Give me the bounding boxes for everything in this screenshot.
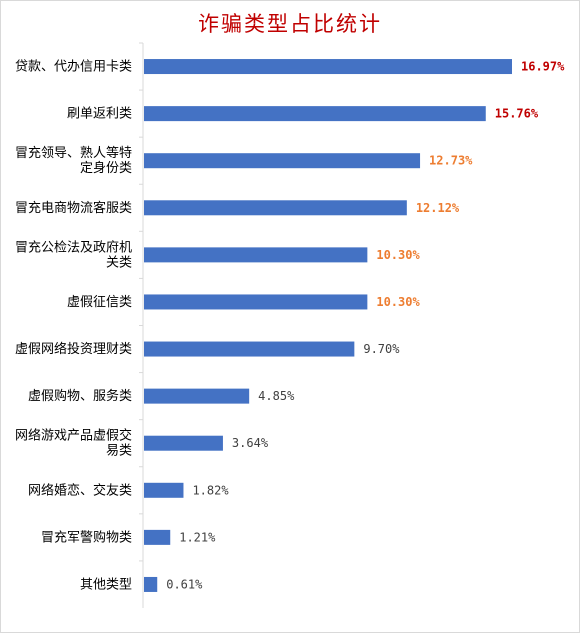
bar [144, 106, 486, 122]
category-label: 冒充公检法及政府机关类 [15, 239, 132, 270]
bar [144, 153, 421, 169]
data-label: 4.85% [258, 389, 295, 403]
data-label: 12.73% [429, 154, 473, 168]
bar [144, 482, 184, 498]
category-label: 刷单返利类 [67, 107, 132, 122]
bar [144, 247, 368, 263]
data-label: 1.21% [179, 530, 216, 544]
data-label: 15.76% [495, 107, 539, 121]
bar [144, 388, 250, 404]
data-label: 3.64% [232, 436, 269, 450]
chart-title: 诈骗类型占比统计 [198, 12, 382, 36]
data-label: 9.70% [363, 342, 400, 356]
bar [144, 529, 171, 545]
bar [144, 200, 407, 216]
bar [144, 435, 223, 451]
category-label: 冒充领导、熟人等特定身份类 [15, 145, 132, 176]
data-label: 16.97% [521, 60, 565, 74]
category-label: 冒充电商物流客服类 [15, 200, 132, 216]
bar [144, 576, 158, 592]
data-label: 0.61% [166, 577, 203, 591]
data-label: 10.30% [376, 295, 420, 309]
category-label: 虚假购物、服务类 [28, 388, 132, 404]
bar [144, 294, 368, 310]
category-label: 虚假网络投资理财类 [15, 341, 132, 357]
category-label: 网络游戏产品虚假交易类 [15, 428, 132, 459]
data-label: 1.82% [192, 483, 229, 497]
bar [144, 59, 512, 75]
category-label: 虚假征信类 [67, 295, 132, 310]
category-label: 网络婚恋、交友类 [28, 482, 132, 498]
data-label: 10.30% [376, 248, 420, 262]
bar [144, 341, 355, 357]
category-label: 冒充军警购物类 [41, 529, 132, 545]
category-label: 其他类型 [80, 577, 132, 592]
category-label: 贷款、代办信用卡类 [15, 60, 132, 75]
data-label: 12.12% [416, 201, 460, 215]
